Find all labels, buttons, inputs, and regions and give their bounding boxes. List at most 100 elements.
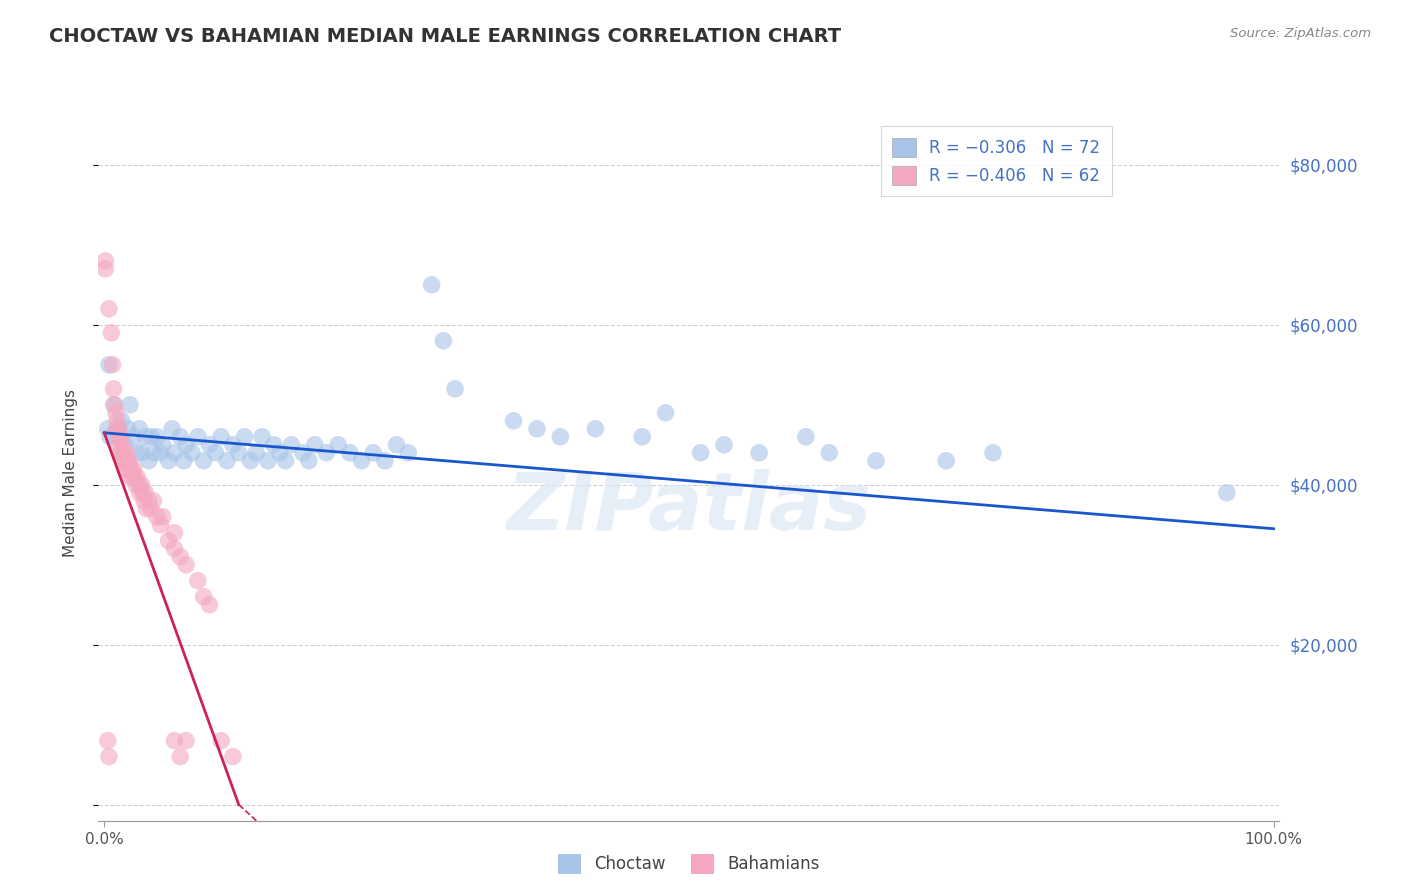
Point bbox=[118, 454, 141, 468]
Point bbox=[280, 438, 302, 452]
Point bbox=[114, 462, 136, 476]
Point bbox=[111, 454, 134, 468]
Point bbox=[107, 422, 129, 436]
Point bbox=[122, 462, 145, 476]
Point bbox=[121, 469, 143, 483]
Point bbox=[138, 493, 160, 508]
Point bbox=[174, 438, 197, 452]
Point bbox=[108, 438, 131, 452]
Point bbox=[131, 477, 153, 491]
Point bbox=[122, 430, 145, 444]
Point bbox=[385, 438, 408, 452]
Point bbox=[222, 438, 245, 452]
Text: ZIPatlas: ZIPatlas bbox=[506, 468, 872, 547]
Point bbox=[157, 533, 180, 548]
Point bbox=[326, 438, 349, 452]
Point bbox=[112, 446, 135, 460]
Point bbox=[117, 454, 139, 468]
Point bbox=[239, 454, 262, 468]
Point bbox=[157, 454, 180, 468]
Point bbox=[169, 749, 191, 764]
Point bbox=[118, 469, 141, 483]
Point bbox=[97, 422, 120, 436]
Point bbox=[135, 501, 157, 516]
Point bbox=[169, 549, 191, 564]
Point bbox=[274, 454, 297, 468]
Point bbox=[111, 414, 134, 428]
Point bbox=[444, 382, 467, 396]
Point bbox=[1216, 485, 1239, 500]
Point bbox=[245, 446, 267, 460]
Point bbox=[198, 438, 221, 452]
Point bbox=[120, 462, 142, 476]
Point bbox=[118, 398, 141, 412]
Point bbox=[111, 438, 134, 452]
Point bbox=[125, 477, 148, 491]
Point bbox=[269, 446, 291, 460]
Point bbox=[257, 454, 280, 468]
Point bbox=[149, 446, 172, 460]
Point bbox=[142, 493, 165, 508]
Point bbox=[935, 454, 957, 468]
Point bbox=[100, 326, 122, 340]
Point bbox=[173, 454, 195, 468]
Point bbox=[163, 733, 186, 747]
Point bbox=[146, 509, 169, 524]
Point bbox=[315, 446, 337, 460]
Point bbox=[128, 485, 150, 500]
Point bbox=[174, 558, 197, 572]
Point bbox=[103, 398, 125, 412]
Point bbox=[131, 446, 153, 460]
Point bbox=[526, 422, 548, 436]
Point bbox=[107, 430, 129, 444]
Point bbox=[222, 749, 245, 764]
Point bbox=[118, 462, 141, 476]
Point bbox=[132, 493, 155, 508]
Point bbox=[160, 422, 183, 436]
Point bbox=[98, 430, 121, 444]
Point bbox=[193, 454, 215, 468]
Point bbox=[117, 462, 139, 476]
Point bbox=[981, 446, 1004, 460]
Point bbox=[193, 590, 215, 604]
Point bbox=[142, 446, 165, 460]
Point bbox=[111, 446, 134, 460]
Point bbox=[204, 446, 226, 460]
Point bbox=[134, 485, 156, 500]
Point bbox=[818, 446, 841, 460]
Point bbox=[298, 454, 321, 468]
Point bbox=[124, 469, 146, 483]
Point bbox=[350, 454, 373, 468]
Point bbox=[125, 446, 148, 460]
Point bbox=[209, 430, 232, 444]
Point bbox=[125, 469, 148, 483]
Point bbox=[502, 414, 524, 428]
Point bbox=[263, 438, 285, 452]
Point bbox=[97, 358, 120, 372]
Point bbox=[97, 301, 120, 316]
Point bbox=[146, 430, 169, 444]
Point bbox=[110, 430, 132, 444]
Point bbox=[94, 261, 117, 276]
Point bbox=[233, 430, 256, 444]
Point bbox=[132, 485, 155, 500]
Point bbox=[94, 253, 117, 268]
Point bbox=[228, 446, 250, 460]
Point bbox=[163, 446, 186, 460]
Point bbox=[149, 517, 172, 532]
Point bbox=[103, 382, 125, 396]
Point bbox=[339, 446, 361, 460]
Point bbox=[396, 446, 419, 460]
Point bbox=[748, 446, 770, 460]
Point bbox=[292, 446, 315, 460]
Point bbox=[117, 422, 139, 436]
Point bbox=[139, 430, 162, 444]
Point bbox=[865, 454, 887, 468]
Point bbox=[104, 398, 127, 412]
Point bbox=[105, 414, 128, 428]
Point bbox=[169, 430, 191, 444]
Point bbox=[110, 446, 132, 460]
Point bbox=[361, 446, 384, 460]
Point bbox=[101, 358, 124, 372]
Point bbox=[198, 598, 221, 612]
